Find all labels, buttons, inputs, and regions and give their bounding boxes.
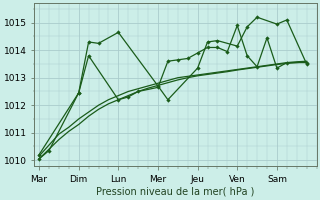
X-axis label: Pression niveau de la mer( hPa ): Pression niveau de la mer( hPa )	[96, 187, 254, 197]
